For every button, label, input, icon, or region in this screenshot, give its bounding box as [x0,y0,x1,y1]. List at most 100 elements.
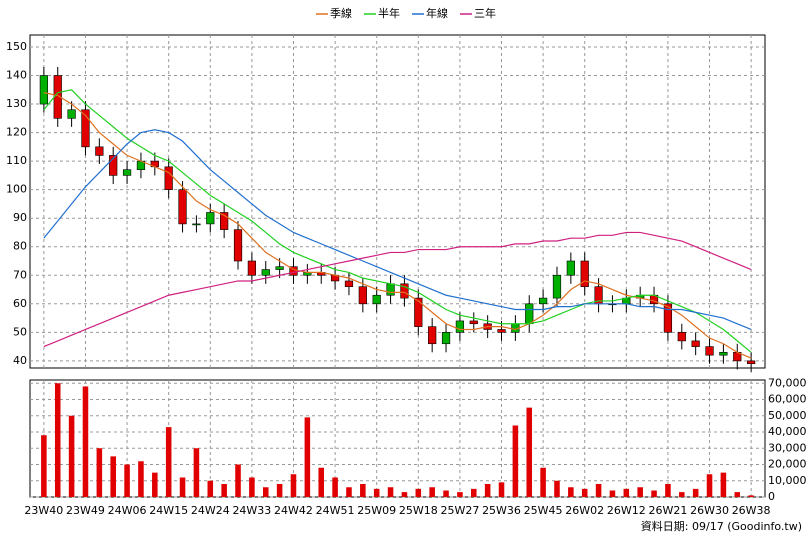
y2-tick-label: 10,000 [768,474,807,487]
candle-body [178,189,187,225]
volume-bar [595,484,602,497]
candle-body [414,297,423,327]
candle-body [663,303,673,333]
candle-body [233,229,243,262]
x-tick-label: 24W33 [232,504,271,517]
volume-bar [249,477,255,497]
candle-body [220,212,229,230]
volume-bar [651,490,657,497]
x-tick-label: 25W18 [399,504,438,517]
candle-body [552,274,562,299]
volume-bar [179,477,186,497]
candle-body [247,260,257,276]
volume-bar [290,474,297,497]
candle-body [164,166,173,190]
candle-body [441,332,451,345]
volume-bar [471,488,477,497]
volume-bar [387,487,394,497]
x-tick-label: 25W27 [440,504,479,517]
candle-body [192,223,201,226]
x-tick-label: 25W09 [357,504,396,517]
volume-bar [623,488,630,497]
x-tick-label: 23W49 [66,504,105,517]
candle-body [109,155,118,176]
volume-bar [734,492,741,497]
volume-bar [540,467,546,497]
volume-bar [665,484,671,497]
candle-body [372,294,381,305]
candle-body [677,332,686,342]
volume-bar [512,425,519,497]
x-tick-label: 23W40 [24,504,63,517]
y-tick-label: 100 [6,183,27,196]
candle-body [538,297,548,305]
y2-tick-label: 0 [768,490,775,503]
candle-body [497,329,506,333]
volume-bar [41,435,47,497]
candle-body [67,109,76,119]
x-tick-label: 24W42 [274,504,313,517]
candle-body [469,320,478,325]
legend-label: 三年 [474,6,496,20]
candle-body [566,260,575,276]
volume-bar [429,487,435,497]
volume-bar [568,487,574,497]
candle-body [275,266,284,270]
y-tick-label: 110 [6,154,27,167]
y-tick-label: 130 [6,97,27,110]
volume-bar [165,427,172,497]
candle-body [455,320,465,333]
x-tick-label: 24W51 [316,504,355,517]
x-tick-label: 25W45 [524,504,563,517]
volume-bar [110,456,116,497]
candle-body [122,169,132,176]
x-tick-label: 26W30 [690,504,729,517]
volume-bar [138,461,144,497]
legend-label: 半年 [378,6,400,20]
volume-bar [401,492,408,497]
volume-bar [443,490,449,497]
volume-bar [692,488,699,497]
x-tick-label: 24W24 [191,504,230,517]
candle-body [81,109,90,148]
price-frame [29,34,766,369]
volume-bar [124,464,130,497]
y-tick-label: 140 [6,69,27,82]
volume-bar [318,467,324,497]
volume-bar [484,484,491,497]
y-tick-label: 120 [6,126,27,139]
candle-body [580,260,589,287]
volume-bar [304,417,311,497]
volume-bar [96,448,103,497]
volume-bar [82,386,89,497]
x-tick-label: 26W21 [648,504,687,517]
candle-body [428,326,437,345]
candle-body [95,146,104,156]
candle-body [261,269,270,276]
volume-bar [360,484,366,497]
volume-bar [262,487,269,497]
volume-bar [193,448,200,497]
candle-body [358,286,367,305]
volume-bar [54,383,61,497]
y2-tick-label: 60,000 [768,393,807,406]
legend-label: 年線 [426,6,448,20]
y2-tick-label: 40,000 [768,425,807,438]
ma-line [43,231,752,348]
volume-bar [152,472,158,497]
candle-body [525,303,534,325]
candle-body [289,266,298,276]
y-tick-label: 70 [13,268,27,281]
y-tick-label: 40 [13,354,27,367]
y2-tick-label: 30,000 [768,441,807,454]
candle-body [691,340,700,347]
candle-body [386,283,395,296]
legend-label: 季線 [330,6,352,20]
footer: 資料日期: 09/17 (Goodinfo.tw) [641,519,802,533]
x-tick-label: 24W06 [108,504,147,517]
volume-bar [526,407,533,497]
ma-line [43,129,752,331]
y-tick-label: 60 [13,297,27,310]
volume-bar [498,482,505,497]
